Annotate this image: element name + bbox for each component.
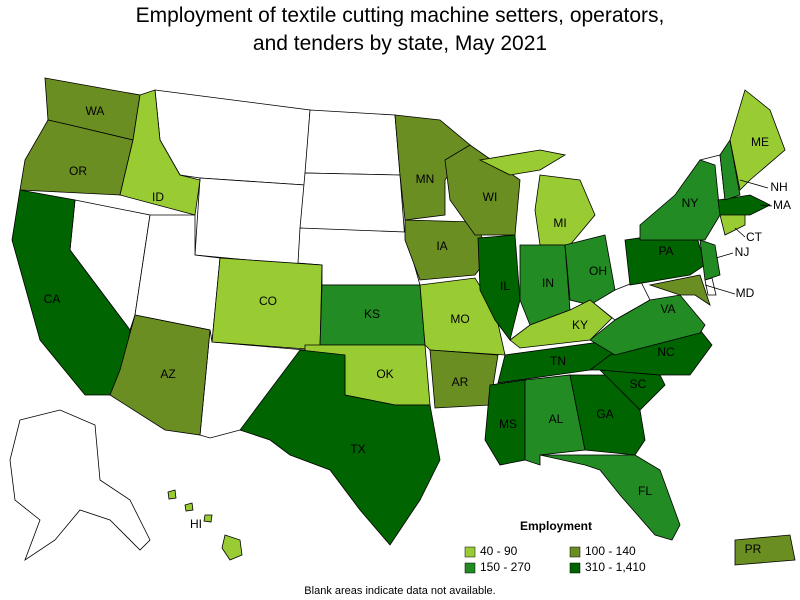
state-label: IN (542, 276, 554, 290)
legend-label: 40 - 90 (480, 544, 518, 558)
legend-swatch (569, 562, 581, 574)
state-label: GA (596, 407, 613, 421)
states: WA OR CA ID AZ CO KS OK TX MN IA MO AR WI IL MI IN OH KY TN… (11, 77, 796, 566)
state (239, 349, 441, 546)
legend-label: 150 - 270 (480, 560, 531, 574)
state (639, 159, 721, 241)
state-blank (154, 89, 311, 186)
legend-swatch (464, 546, 476, 558)
leader-line (734, 227, 746, 238)
state-label: HI (190, 517, 202, 531)
state (394, 114, 471, 221)
state-label: IA (436, 239, 447, 253)
state (717, 194, 771, 216)
state (119, 89, 201, 216)
state (734, 534, 796, 566)
state-label: FL (638, 484, 652, 498)
state-label: KY (572, 318, 588, 332)
state-label: WI (483, 190, 498, 204)
state-label: NC (657, 345, 675, 359)
state (534, 174, 596, 246)
state (221, 534, 243, 561)
state-label: NY (682, 196, 699, 210)
state-label: ME (751, 135, 769, 149)
state-label: KS (364, 307, 380, 321)
state-label: AL (549, 412, 564, 426)
leader-lines (704, 179, 773, 295)
state (184, 502, 194, 512)
state-label: MI (553, 216, 566, 230)
state-label: WA (86, 104, 105, 118)
state (539, 454, 681, 541)
state-label: AZ (160, 367, 175, 381)
state-label: OR (69, 164, 87, 178)
state-label: NH (770, 180, 787, 194)
state-label: TN (550, 354, 566, 368)
state (203, 514, 213, 523)
state (484, 379, 526, 466)
state-label: MN (416, 172, 435, 186)
state (699, 239, 721, 281)
leader-line (759, 204, 773, 207)
state-label: MA (773, 198, 791, 212)
state-label: AR (452, 375, 469, 389)
leader-line (704, 284, 736, 295)
state-blank (194, 177, 306, 266)
legend-label: 100 - 140 (585, 544, 636, 558)
state (478, 149, 567, 176)
state-label: MO (450, 312, 469, 326)
footnote: Blank areas indicate data not available. (304, 585, 495, 597)
legend-title: Employment (520, 519, 592, 533)
state (588, 329, 713, 376)
state-label: CO (259, 294, 277, 308)
state (719, 138, 741, 201)
legend-swatch (464, 562, 476, 574)
state (729, 89, 786, 191)
state-blank (9, 409, 151, 562)
state-label: PA (658, 244, 673, 258)
blank-states (9, 89, 726, 562)
state-label: NJ (735, 245, 750, 259)
state-label: IL (500, 279, 510, 293)
state (648, 274, 711, 306)
state (509, 299, 613, 349)
state-label: OK (376, 367, 393, 381)
legend: Employment 40 - 90 100 - 140 150 - 270 310 … (464, 519, 646, 574)
state-label: MS (499, 417, 517, 431)
state-label: OH (589, 264, 607, 278)
state-label: CA (44, 292, 61, 306)
state-label: ID (152, 190, 164, 204)
state-label: TX (350, 442, 365, 456)
leader-line (715, 252, 734, 259)
leader-line (739, 179, 769, 189)
state-blank (304, 109, 401, 176)
state-label: SC (630, 377, 647, 391)
state (589, 294, 706, 356)
state-label: CT (746, 230, 763, 244)
state (109, 314, 211, 436)
state (167, 489, 177, 500)
legend-label: 310 - 1,410 (585, 560, 646, 574)
state (564, 234, 616, 306)
map-title: Employment of textile cutting machine se… (135, 4, 665, 55)
state-label: VA (660, 302, 675, 316)
legend-swatch (569, 546, 581, 558)
state-label: MD (736, 286, 755, 300)
state-label: PR (745, 542, 762, 556)
